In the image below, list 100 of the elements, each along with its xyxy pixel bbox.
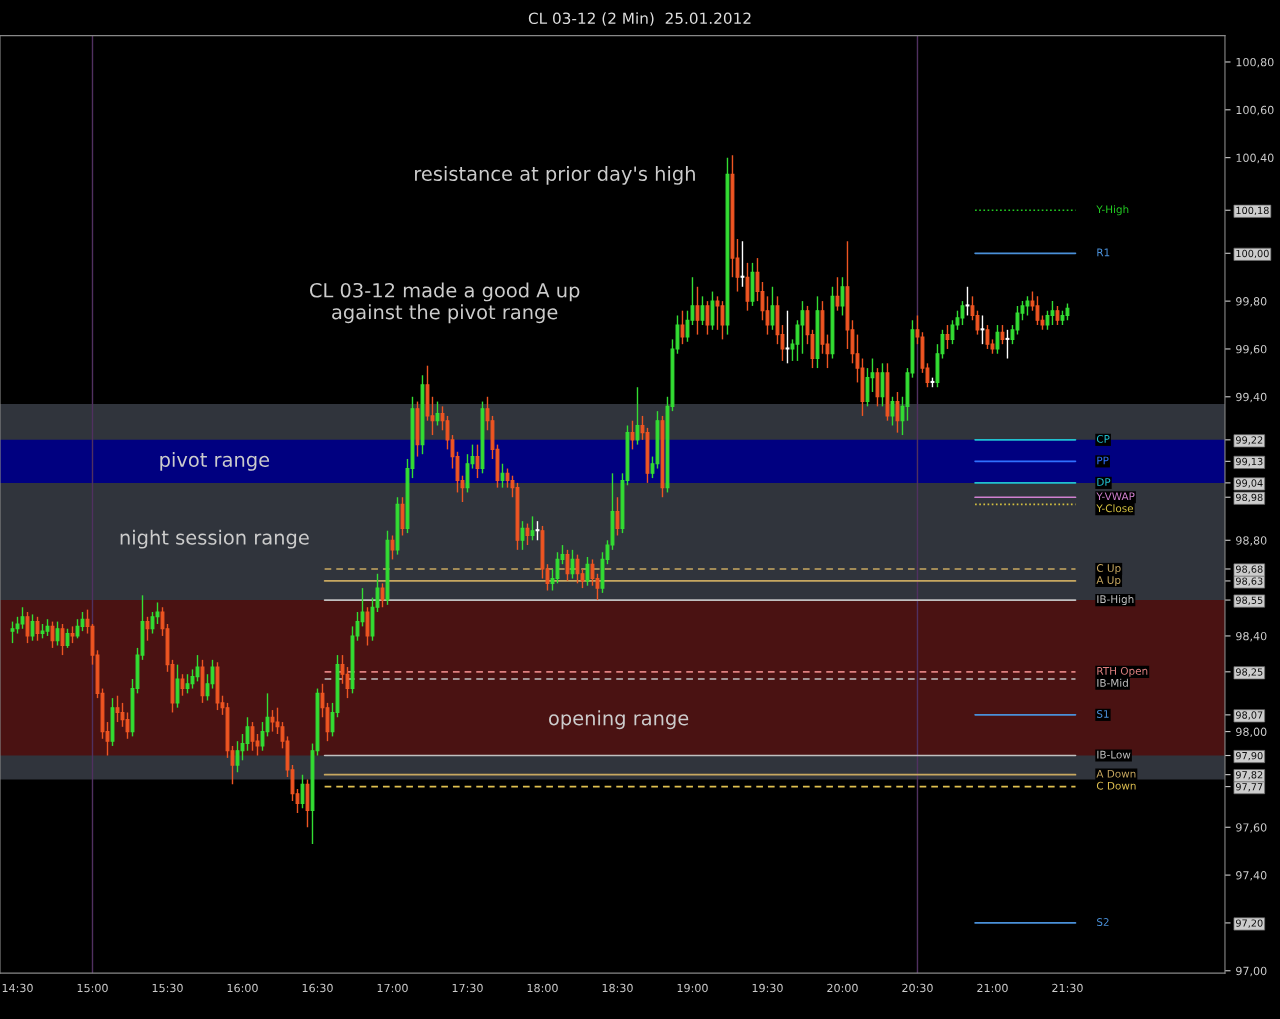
ref-line-label: A Down [1096,769,1136,778]
y-tick-label: 98,98 [1235,493,1263,503]
candlestick [145,616,150,642]
y-tick-label: 100,18 [1236,206,1269,216]
ref-line-label: DP [1097,478,1111,486]
x-tick-label: 19:30 [752,983,783,993]
candlestick [380,582,385,608]
candlestick [945,324,950,350]
candlestick [535,520,540,541]
y-tick-label: 98,80 [1236,536,1267,546]
y-tick-label: 100,40 [1236,153,1274,164]
candlestick [1045,309,1050,331]
y-tick-label: 99,80 [1236,297,1267,307]
candlestick [630,420,635,451]
x-tick-label: 15:30 [152,983,183,993]
chart-title: CL 03-12 (2 Min) 25.01.2012 [528,12,751,26]
ref-line-label: IB-Low [1097,750,1131,759]
candlestick [570,549,575,580]
y-tick-label: 97,82 [1235,771,1263,780]
candlestick [695,286,700,336]
candlestick [300,773,305,809]
y-tick-label: 98,40 [1236,631,1267,642]
x-tick-label: 19:00 [677,983,708,993]
x-tick-label: 17:00 [377,983,408,993]
x-tick-label: 18:00 [527,983,558,993]
ref-line-label: CP [1096,434,1110,443]
ref-line-label: Y-VWAP [1096,492,1135,501]
x-tick-label: 17:30 [452,983,483,993]
ref-line-label: C Down [1096,781,1136,790]
candlestick [680,309,685,345]
candlestick [1005,329,1010,360]
candlestick [390,534,395,561]
y-tick-label: 98,63 [1235,577,1263,586]
candlestick [55,620,60,647]
candlestick [705,300,710,336]
candlestick [65,628,70,649]
y-tick-label: 98,68 [1235,565,1263,574]
candlestick [835,276,840,312]
y-tick-label: 99,60 [1236,344,1267,355]
candlestick [875,367,880,408]
x-tick-label: 15:00 [77,983,108,993]
candlestick [50,620,55,649]
candlestick [565,549,570,582]
ref-line-label: IB-Mid [1097,678,1128,687]
y-tick-label: 100,60 [1236,105,1274,116]
candlestick [865,367,870,408]
x-tick-label: 14:30 [2,983,33,993]
y-tick-label: 100,00 [1236,249,1269,259]
y-tick-label: 98,07 [1235,711,1263,720]
candlestick [965,286,970,317]
candlestick [25,611,30,644]
candlestick [770,286,775,331]
x-tick-label: 20:30 [902,983,933,993]
candlestick [435,400,440,427]
candlestick [700,295,705,326]
candlestick [950,319,955,345]
candlestick [30,613,35,642]
candlestick [840,276,845,317]
candlestick [35,616,40,642]
candlestick [785,309,790,364]
candlestick [880,362,885,408]
ref-line-label: R1 [1097,248,1110,257]
x-tick-label: 21:00 [977,983,1008,993]
candlestick [895,391,900,434]
candlestick [365,606,370,647]
x-tick-label: 20:00 [827,983,858,993]
candlestick [180,673,185,697]
candlestick [500,463,505,489]
candlestick [890,396,895,427]
candlestick [985,324,990,350]
candlestick [475,443,480,479]
y-tick-label: 98,25 [1235,668,1263,677]
ref-line-label: RTH Open [1097,666,1148,677]
x-tick-label: 21:30 [1052,983,1083,993]
x-tick-label: 18:30 [602,983,633,993]
y-tick-label: 97,20 [1235,919,1263,928]
candlestick [530,515,535,541]
y-tick-label: 99,04 [1235,479,1263,488]
y-tick-label: 98,55 [1235,596,1263,605]
band-label: night session range [120,529,309,549]
candlestick [400,496,405,537]
x-tick-label: 16:30 [302,983,333,993]
y-tick-label: 97,40 [1236,871,1267,881]
candlestick [520,520,525,551]
ref-line-label: S1 [1097,710,1109,718]
y-tick-label: 97,90 [1235,751,1263,761]
band-label: opening range [549,710,689,730]
y-tick-label: 99,40 [1236,392,1267,403]
y-tick-label: 99,13 [1235,457,1263,467]
candlestick [1055,305,1060,326]
candlestick [615,496,620,537]
annotation: CL 03-12 made a good A up against the pivot range [309,282,580,324]
candlestick [740,240,745,288]
ref-line-label: Y-High [1096,205,1129,216]
candlestick [60,623,65,656]
candlestick [525,522,530,546]
ref-line-label: S2 [1097,918,1109,926]
y-tick-label: 99,22 [1235,436,1263,445]
ref-line-label: Y-Close [1096,504,1134,513]
y-tick-label: 98,00 [1236,727,1267,738]
